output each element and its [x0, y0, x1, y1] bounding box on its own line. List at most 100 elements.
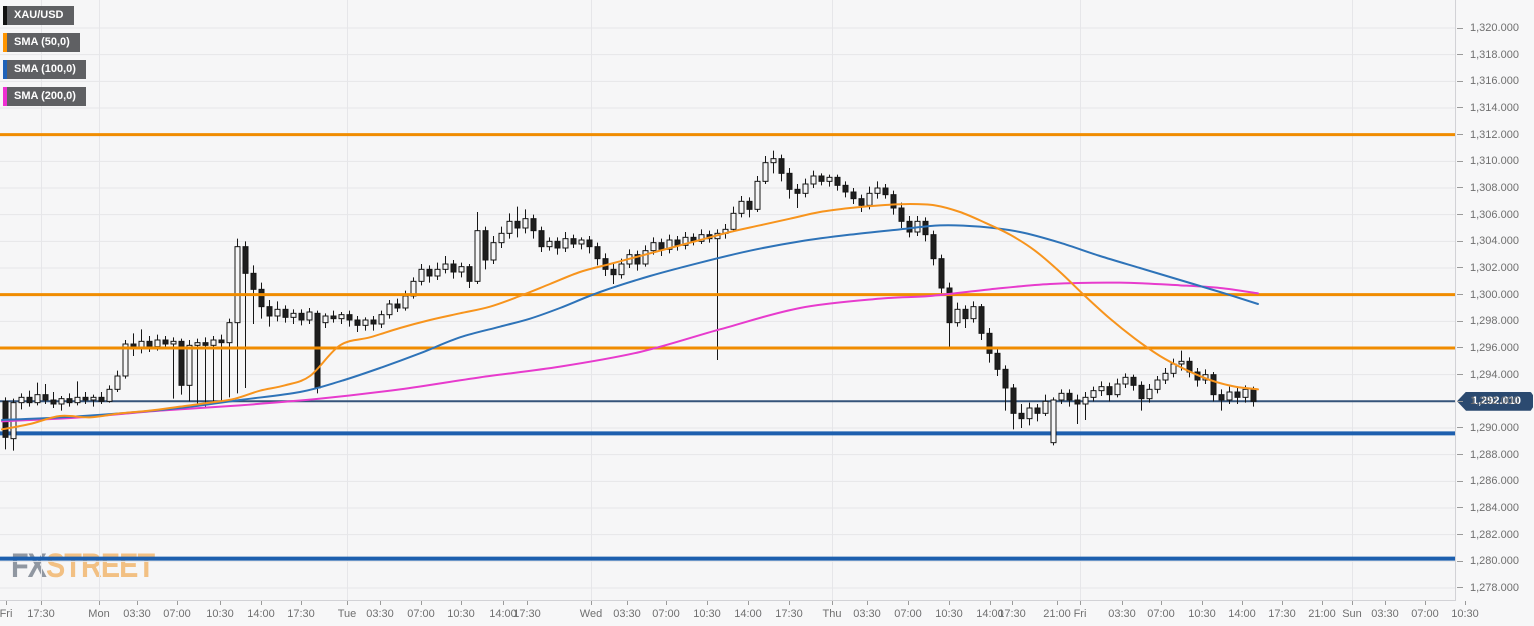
legend-item-sma-100-0[interactable]: SMA (100,0) [3, 60, 86, 79]
time-axis-label: 14:00 [734, 608, 762, 620]
legend-color-swatch [3, 33, 7, 52]
time-axis-label: 07:00 [407, 608, 435, 620]
time-axis-label: 07:00 [894, 608, 922, 620]
time-axis-label: 07:00 [1411, 608, 1439, 620]
time-axis-label: 17:30 [998, 608, 1026, 620]
time-axis-tick [99, 601, 100, 605]
candle-bull [642, 250, 649, 265]
candle-bear [794, 188, 801, 194]
candle-bear [890, 194, 897, 209]
candle-bull [1082, 396, 1089, 405]
candle-bear [178, 340, 185, 386]
price-axis[interactable]: 1,292.010 1,320.000 1,318.000 1,316.000 1,3… [1457, 0, 1534, 601]
time-axis-label: 03:30 [1371, 608, 1399, 620]
candle-bear [1138, 384, 1145, 400]
price-axis-label: 1,290.000 [1470, 421, 1519, 434]
candle-bear [898, 207, 905, 222]
chart-plot-area[interactable]: FXSTREET XAU/USD SMA (50,0) SMA (100,0) SMA… [0, 0, 1456, 601]
candle-bear [610, 268, 617, 276]
time-axis-label: Wed [579, 608, 603, 620]
time-axis-label: Tue [337, 608, 357, 620]
time-axis-tick [832, 601, 833, 605]
time-axis-label: 07:00 [652, 608, 680, 620]
candle-bull [210, 339, 217, 346]
legend-label: XAU/USD [14, 9, 64, 21]
candle-bear [986, 332, 993, 354]
candle-bear [1106, 386, 1113, 396]
candle-bear [850, 191, 857, 200]
candle-bull [418, 268, 425, 282]
legend-item-xau-usd[interactable]: XAU/USD [3, 6, 74, 25]
time-axis-tick [666, 601, 667, 605]
candle-bull [58, 398, 65, 405]
candle-bull [1122, 376, 1129, 385]
legend-item-sma-50-0[interactable]: SMA (50,0) [3, 33, 80, 52]
time-axis[interactable]: Fri 17:30 Mon 03:30 07:00 10:30 14:00 17:30 Tue 0… [0, 601, 1534, 626]
candle-bear [1250, 388, 1257, 402]
time-axis-tick [461, 601, 462, 605]
candle-bear [962, 308, 969, 320]
candle-bear [50, 399, 57, 405]
candle-bull [730, 212, 737, 230]
time-axis-tick [421, 601, 422, 605]
candle-bear [314, 312, 321, 389]
candle-bear [66, 398, 73, 404]
candle-bull [74, 396, 81, 404]
candle-bear [370, 319, 377, 325]
price-axis-tick [1457, 427, 1463, 429]
time-axis-label: 17:30 [775, 608, 803, 620]
time-axis-tick [137, 601, 138, 605]
candle-bull [458, 266, 465, 273]
price-axis-label: 1,292.000 [1470, 395, 1519, 408]
time-axis-label: 03:30 [1108, 608, 1136, 620]
candle-bull [498, 232, 505, 244]
time-axis-tick [1465, 601, 1466, 605]
candle-bear [42, 394, 49, 401]
candle-bear [530, 218, 537, 232]
candle-bull [802, 183, 809, 194]
price-axis-tick [1457, 320, 1463, 322]
candle-bull [186, 344, 193, 386]
legend-color-swatch [3, 6, 7, 25]
candle-bear [930, 234, 937, 260]
candle-bear [746, 200, 753, 210]
time-axis-tick [949, 601, 950, 605]
price-axis-tick [1457, 160, 1463, 162]
time-axis-label: Thu [822, 608, 842, 620]
candle-bull [322, 315, 329, 324]
candle-bull [970, 306, 977, 320]
price-axis-label: 1,296.000 [1470, 341, 1519, 354]
time-axis-tick [789, 601, 790, 605]
candle-bear [298, 312, 305, 321]
candle-bull [1098, 386, 1105, 392]
price-axis-label: 1,318.000 [1470, 48, 1519, 61]
candle-bull [386, 303, 393, 316]
price-axis-tick [1457, 480, 1463, 482]
price-axis-label: 1,280.000 [1470, 555, 1519, 568]
time-axis-tick [41, 601, 42, 605]
candle-bull [1058, 392, 1065, 401]
candle-bear [514, 220, 521, 229]
candle-bear [554, 240, 561, 249]
candle-bear [1218, 394, 1225, 401]
price-axis-label: 1,288.000 [1470, 448, 1519, 461]
candle-bull [194, 342, 201, 346]
time-axis-tick [1322, 601, 1323, 605]
candle-bear [586, 239, 593, 248]
candle-bull [1026, 407, 1033, 420]
price-axis-tick [1457, 534, 1463, 536]
candle-bear [466, 266, 473, 282]
candle-bear [994, 352, 1001, 370]
candle-bear [258, 288, 265, 308]
time-axis-label: 03:30 [123, 608, 151, 620]
legend-color-swatch [3, 87, 7, 106]
time-axis-label: 14:00 [489, 608, 517, 620]
price-axis-tick [1457, 27, 1463, 29]
legend-item-sma-200-0[interactable]: SMA (200,0) [3, 87, 86, 106]
time-axis-label: 21:00 [1043, 608, 1071, 620]
legend-color-swatch [3, 60, 7, 79]
candle-bear [1066, 392, 1073, 401]
time-axis-label: 14:00 [1228, 608, 1256, 620]
candle-bear [1130, 376, 1137, 386]
time-axis-tick [1202, 601, 1203, 605]
